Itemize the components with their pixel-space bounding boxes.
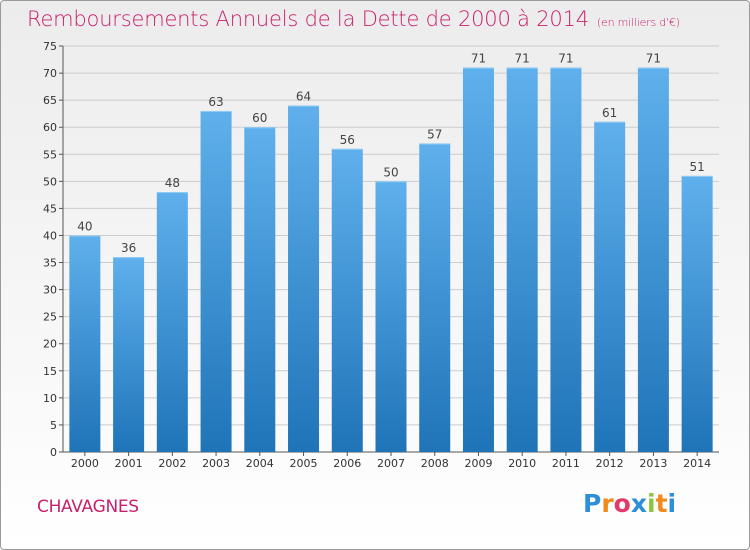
data-label-2013: 71: [646, 52, 661, 66]
labels: 0 5 10 15 20 25 30 35 40 45 50 55 60 65 70 75 40 2000 36 20…: [43, 40, 711, 470]
x-tick-label-2004: 2004: [246, 457, 274, 470]
bar-2006[interactable]: [331, 148, 363, 452]
bar-2002[interactable]: [156, 192, 188, 452]
commune-name: CHAVAGNES: [37, 497, 139, 517]
bar-2005[interactable]: [288, 105, 320, 453]
logo-letter: x: [630, 489, 647, 518]
y-tick-label: 5: [50, 419, 57, 432]
y-tick-label: 0: [50, 446, 57, 459]
x-tick-label-2002: 2002: [158, 457, 186, 470]
logo-letter: i: [667, 489, 677, 518]
proxiti-logo[interactable]: Proxiti: [583, 489, 676, 518]
x-tick-label-2005: 2005: [290, 457, 318, 470]
y-tick-label: 25: [43, 311, 57, 324]
bar-2008[interactable]: [419, 143, 451, 452]
data-label-2005: 64: [296, 90, 311, 104]
bar-2009[interactable]: [462, 67, 494, 453]
x-tick-label-2011: 2011: [552, 457, 580, 470]
data-label-2012: 61: [602, 106, 617, 120]
y-tick-label: 45: [43, 202, 57, 215]
y-tick-label: 70: [43, 67, 57, 80]
y-tick-label: 60: [43, 121, 57, 134]
data-label-2011: 71: [558, 52, 573, 66]
x-tick-label-2008: 2008: [421, 457, 449, 470]
logo-letter: o: [613, 489, 631, 518]
y-tick-label: 55: [43, 148, 57, 161]
x-tick-label-2012: 2012: [596, 457, 624, 470]
y-tick-label: 20: [43, 338, 57, 351]
data-label-2002: 48: [165, 176, 180, 190]
data-label-2007: 50: [383, 165, 398, 179]
data-label-2008: 57: [427, 127, 442, 141]
y-tick-label: 65: [43, 94, 57, 107]
data-label-2006: 56: [340, 133, 355, 147]
x-tick-label-2013: 2013: [639, 457, 667, 470]
x-tick-label-2001: 2001: [115, 457, 143, 470]
bar-2003[interactable]: [200, 110, 232, 453]
chart-title: Remboursements Annuels de la Dette de 20…: [27, 7, 680, 31]
x-tick-label-2009: 2009: [464, 457, 492, 470]
bar-2014[interactable]: [681, 175, 713, 453]
title-text: Remboursements Annuels de la Dette de 20…: [27, 7, 589, 31]
logo-letter: P: [583, 489, 602, 518]
logo-letter: i: [647, 489, 656, 518]
data-label-2010: 71: [515, 52, 530, 66]
y-tick-label: 15: [43, 365, 57, 378]
x-tick-label-2014: 2014: [683, 457, 711, 470]
bar-2007[interactable]: [375, 181, 407, 453]
bar-2010[interactable]: [506, 67, 538, 453]
x-tick-label-2006: 2006: [333, 457, 361, 470]
y-tick-label: 75: [43, 40, 57, 53]
bar-2011[interactable]: [550, 67, 582, 453]
bar-2001[interactable]: [113, 257, 145, 452]
data-label-2001: 36: [121, 241, 136, 255]
data-label-2000: 40: [77, 219, 92, 233]
y-tick-label: 40: [43, 229, 57, 242]
bar-2012[interactable]: [594, 121, 626, 452]
y-tick-label: 10: [43, 392, 57, 405]
bar-2000[interactable]: [69, 235, 101, 452]
bars: [69, 67, 713, 453]
chart-subtitle: (en milliers d'€): [596, 16, 680, 29]
data-label-2009: 71: [471, 52, 486, 66]
y-tick-label: 35: [43, 257, 57, 270]
x-tick-label-2003: 2003: [202, 457, 230, 470]
logo-letter: t: [655, 489, 668, 518]
y-tick-label: 30: [43, 284, 57, 297]
data-label-2014: 51: [689, 160, 704, 174]
data-label-2004: 60: [252, 111, 267, 125]
x-tick-label-2000: 2000: [71, 457, 99, 470]
bar-2004[interactable]: [244, 127, 276, 452]
logo-letter: r: [601, 489, 614, 518]
x-tick-label-2007: 2007: [377, 457, 405, 470]
x-tick-label-2010: 2010: [508, 457, 536, 470]
data-label-2003: 63: [208, 95, 223, 109]
y-tick-label: 50: [43, 175, 57, 188]
bar-2013[interactable]: [637, 67, 669, 453]
